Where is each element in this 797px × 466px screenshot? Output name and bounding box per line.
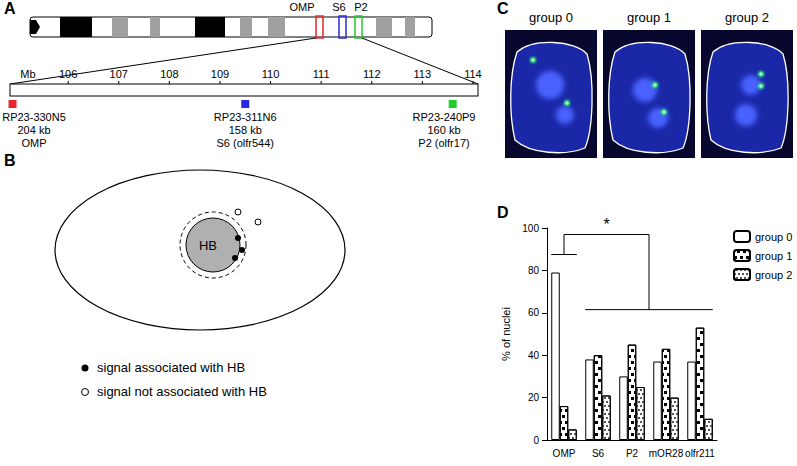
svg-text:158 kb: 158 kb [229, 124, 262, 136]
svg-text:OMP: OMP [21, 137, 46, 149]
svg-text:100: 100 [522, 223, 539, 234]
svg-text:40: 40 [528, 350, 540, 361]
svg-text:D: D [497, 204, 509, 221]
svg-text:A: A [4, 0, 16, 17]
svg-text:group 0: group 0 [529, 10, 573, 25]
svg-text:S6: S6 [592, 448, 605, 459]
svg-text:OMP: OMP [553, 448, 576, 459]
svg-text:80: 80 [528, 265, 540, 276]
svg-text:160 kb: 160 kb [427, 124, 460, 136]
svg-text:mOR28: mOR28 [649, 448, 684, 459]
svg-text:P2: P2 [626, 448, 639, 459]
svg-text:RP23-240P9: RP23-240P9 [413, 111, 476, 123]
svg-text:114: 114 [464, 68, 482, 80]
svg-text:signal associated with HB: signal associated with HB [97, 360, 245, 375]
svg-text:106: 106 [59, 68, 77, 80]
svg-text:60: 60 [528, 307, 540, 318]
svg-text:S6 (olfr544): S6 (olfr544) [217, 137, 274, 149]
svg-text:204 kb: 204 kb [17, 124, 50, 136]
svg-text:C: C [497, 0, 509, 17]
svg-text:109: 109 [211, 68, 229, 80]
svg-text:olfr211: olfr211 [685, 448, 715, 459]
svg-text:107: 107 [110, 68, 128, 80]
svg-text:RP23-330N5: RP23-330N5 [2, 111, 66, 123]
svg-text:P2 (olfr17): P2 (olfr17) [418, 137, 469, 149]
svg-text:110: 110 [262, 68, 280, 80]
svg-text:P2: P2 [354, 1, 367, 13]
svg-text:% of nuclei: % of nuclei [500, 307, 512, 361]
svg-text:group 1: group 1 [627, 10, 671, 25]
svg-text:113: 113 [414, 68, 432, 80]
svg-text:Mb: Mb [20, 68, 35, 80]
svg-text:group 0: group 0 [755, 231, 792, 243]
svg-text:group 1: group 1 [755, 250, 792, 262]
svg-text:B: B [4, 152, 16, 169]
svg-text:108: 108 [160, 68, 178, 80]
svg-text:112: 112 [363, 68, 381, 80]
svg-text:0: 0 [533, 435, 539, 446]
svg-text:20: 20 [528, 392, 540, 403]
svg-text:group 2: group 2 [725, 10, 769, 25]
svg-text:HB: HB [199, 238, 217, 253]
svg-text:signal not associated with HB: signal not associated with HB [97, 384, 267, 399]
svg-text:RP23-311N6: RP23-311N6 [214, 111, 277, 123]
svg-text:111: 111 [313, 68, 330, 80]
svg-text:group 2: group 2 [755, 269, 792, 281]
svg-text:OMP: OMP [289, 1, 314, 13]
svg-text:*: * [603, 216, 609, 233]
svg-text:S6: S6 [332, 1, 345, 13]
